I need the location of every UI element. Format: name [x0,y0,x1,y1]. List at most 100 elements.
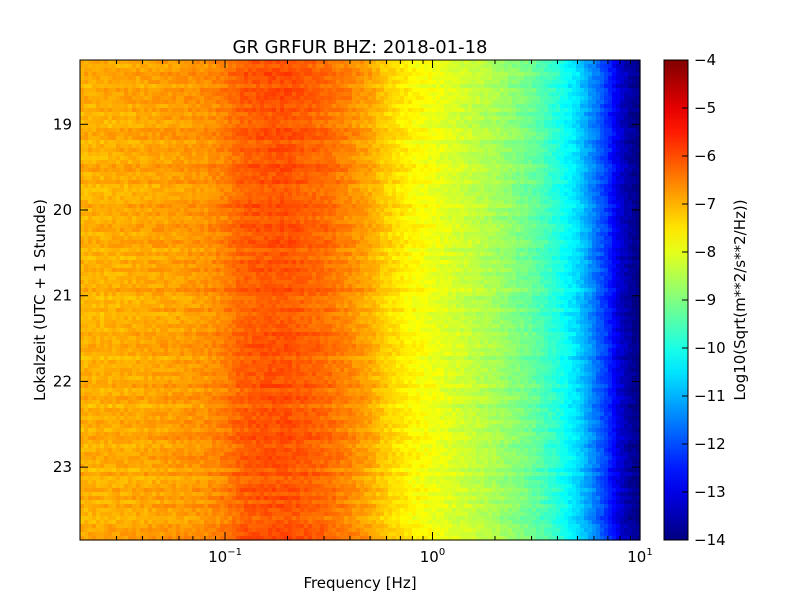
heatmap-cell [168,256,173,261]
heatmap-cell [88,516,93,521]
heatmap-cell [216,196,221,201]
heatmap-cell [188,536,193,541]
heatmap-cell [188,68,193,73]
heatmap-cell [148,212,153,217]
heatmap-cell [120,304,125,309]
heatmap-cell [120,140,125,145]
heatmap-cell [136,104,141,109]
heatmap-cell [212,444,217,449]
heatmap-cell [120,112,125,117]
heatmap-cell [148,308,153,313]
heatmap-cell [220,240,225,245]
heatmap-cell [196,116,201,121]
heatmap-cell [156,216,161,221]
heatmap-cell [164,268,169,273]
heatmap-cell [140,148,145,153]
heatmap-cell [144,176,149,181]
heatmap-cell [204,256,209,261]
heatmap-cell [164,128,169,133]
heatmap-cell [216,304,221,309]
heatmap-cell [136,444,141,449]
heatmap-cell [80,528,85,533]
heatmap-cell [120,500,125,505]
heatmap-cell [96,452,101,457]
heatmap-cell [152,100,157,105]
heatmap-cell [216,324,221,329]
heatmap-cell [216,108,221,113]
heatmap-cell [120,508,125,513]
heatmap-cell [188,168,193,173]
heatmap-cell [120,388,125,393]
heatmap-cell [188,296,193,301]
heatmap-cell [104,124,109,129]
heatmap-cell [80,164,85,169]
heatmap-cell [236,196,241,201]
heatmap-cell [104,292,109,297]
heatmap-cell [220,72,225,77]
heatmap-cell [240,340,245,345]
heatmap-cell [192,280,197,285]
heatmap-cell [200,292,205,297]
heatmap-cell [100,508,105,513]
heatmap-cell [180,264,185,269]
heatmap-cell [232,376,237,381]
heatmap-cell [92,444,97,449]
heatmap-cell [168,272,173,277]
heatmap-cell [128,384,133,389]
heatmap-cell [188,228,193,233]
heatmap-cell [148,444,153,449]
heatmap-cell [232,360,237,365]
heatmap-cell [112,204,117,209]
heatmap-cell [156,144,161,149]
heatmap-cell [152,392,157,397]
heatmap-cell [236,316,241,321]
heatmap-cell [172,152,177,157]
heatmap-cell [124,152,129,157]
heatmap-cell [196,384,201,389]
heatmap-cell [104,336,109,341]
heatmap-cell [236,228,241,233]
heatmap-cell [112,316,117,321]
heatmap-cell [140,272,145,277]
heatmap-cell [152,316,157,321]
heatmap-cell [208,224,213,229]
heatmap-cell [176,220,181,225]
heatmap-cell [196,272,201,277]
heatmap-cell [132,436,137,441]
heatmap-cell [104,464,109,469]
heatmap-cell [216,524,221,529]
heatmap-cell [120,480,125,485]
heatmap-cell [232,532,237,537]
heatmap-cell [152,272,157,277]
heatmap-cell [172,140,177,145]
heatmap-cell [216,104,221,109]
heatmap-cell [124,68,129,73]
heatmap-cell [192,472,197,477]
heatmap-cell [208,416,213,421]
heatmap-cell [176,124,181,129]
heatmap-cell [192,324,197,329]
heatmap-cell [224,412,229,417]
heatmap-cell [212,68,217,73]
heatmap-cell [176,328,181,333]
heatmap-cell [84,104,89,109]
heatmap-cell [232,144,237,149]
heatmap-cell [116,440,121,445]
heatmap-cell [92,276,97,281]
heatmap-cell [108,224,113,229]
heatmap-cell [244,100,249,105]
heatmap-cell [172,324,177,329]
heatmap-cell [128,240,133,245]
heatmap-cell [84,472,89,477]
heatmap-cell [224,72,229,77]
heatmap-cell [208,516,213,521]
heatmap-cell [212,336,217,341]
heatmap-cell [164,60,169,65]
heatmap-cell [240,240,245,245]
heatmap-cell [80,272,85,277]
heatmap-cell [212,148,217,153]
heatmap-cell [156,312,161,317]
heatmap-cell [232,348,237,353]
heatmap-cell [176,536,181,541]
heatmap-cell [232,108,237,113]
